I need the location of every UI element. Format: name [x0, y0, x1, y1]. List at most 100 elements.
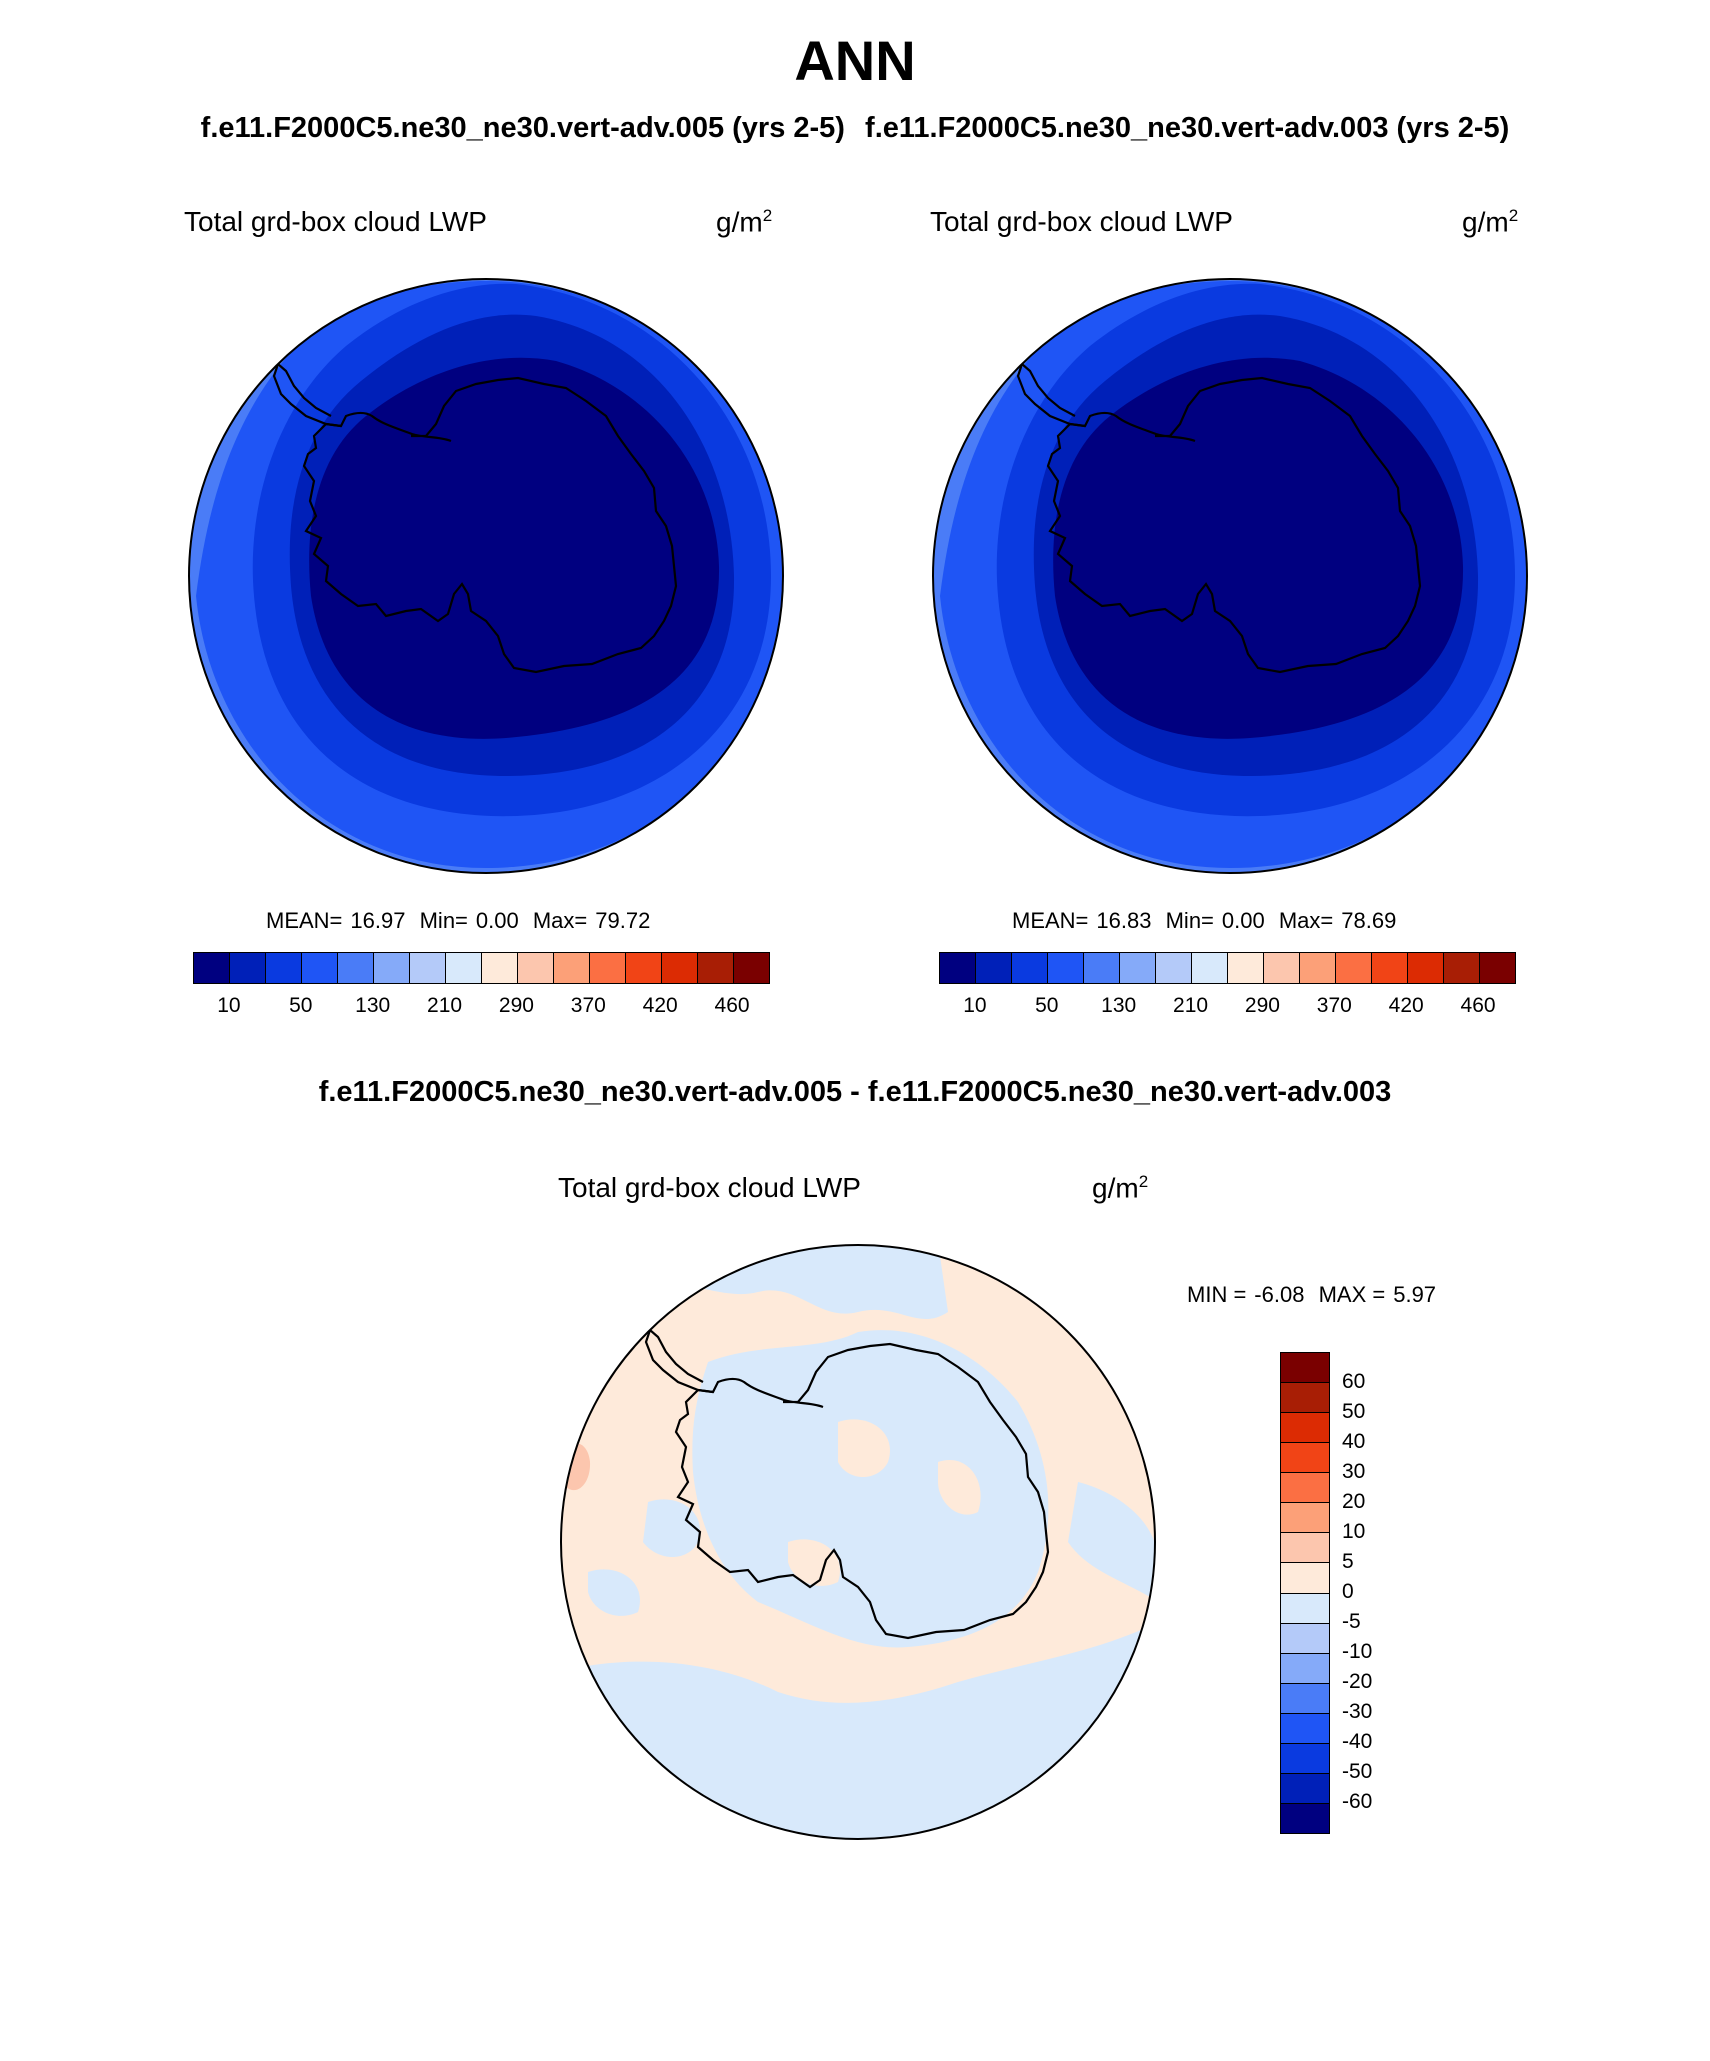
diff-peninsula	[644, 1328, 714, 1394]
colorbar-tick-label: 0	[1342, 1580, 1354, 1603]
colorbar-swatch	[1228, 953, 1264, 983]
colorbar-swatch	[1281, 1623, 1329, 1654]
right-ice-core	[1053, 357, 1464, 739]
colorbar-swatch	[1300, 953, 1336, 983]
colorbar-tick-label: 10	[963, 994, 987, 1017]
colorbar-swatch	[976, 953, 1012, 983]
colorbar-tick-label: 20	[1342, 1490, 1366, 1513]
diff-positive-patch-2	[938, 1460, 981, 1515]
colorbar-tick-label: 290	[1244, 994, 1280, 1017]
colorbar-swatch	[1120, 953, 1156, 983]
left-ice-core	[309, 357, 720, 739]
colorbar-tick-label: -60	[1342, 1790, 1373, 1813]
colorbar-swatch	[940, 953, 976, 983]
colorbar-tick-label: 50	[1035, 994, 1059, 1017]
colorbar-tick-label: 420	[1388, 994, 1424, 1017]
colorbar-tick-label: 370	[570, 994, 606, 1017]
colorbar-swatch	[482, 953, 518, 983]
colorbar-tick-label: 60	[1342, 1370, 1366, 1393]
colorbar-tick-label: -20	[1342, 1670, 1373, 1693]
left-colorbar	[193, 952, 770, 984]
colorbar-swatch	[1281, 1503, 1329, 1534]
diff-colorbar-ticks: 60 50 40 30 20 10 5 0 -5 -10 -20 -30 -40 -50 -60	[1342, 1352, 1402, 1832]
left-map-border	[188, 278, 784, 874]
diff-negative-region-east	[1068, 1482, 1155, 1602]
colorbar-tick-label: 210	[1173, 994, 1209, 1017]
colorbar-swatch	[698, 953, 734, 983]
colorbar-swatch	[194, 953, 230, 983]
colorbar-tick-label: 130	[1101, 994, 1137, 1017]
colorbar-swatch	[1281, 1413, 1329, 1444]
colorbar-tick-label: 460	[1460, 994, 1496, 1017]
right-colorbar-ticks: 10 50 130 210 290 370 420 460	[939, 994, 1514, 1022]
right-polar-map	[932, 278, 1528, 874]
colorbar-tick-label: -30	[1342, 1700, 1373, 1723]
diff-title: f.e11.F2000C5.ne30_ne30.vert-adv.005 - f…	[318, 1076, 1392, 1108]
colorbar-swatch	[1192, 953, 1228, 983]
colorbar-swatch	[1336, 953, 1372, 983]
colorbar-swatch	[1480, 953, 1515, 983]
colorbar-tick-label: 30	[1342, 1460, 1366, 1483]
colorbar-swatch	[1281, 1743, 1329, 1774]
diff-negative-region-south	[561, 1622, 1155, 1839]
colorbar-swatch	[338, 953, 374, 983]
colorbar-swatch	[1281, 1593, 1329, 1624]
diff-positive-patch-3	[788, 1539, 840, 1586]
colorbar-swatch	[446, 953, 482, 983]
left-stats: MEAN= 16.97 Min= 0.00 Max= 79.72	[266, 908, 651, 933]
colorbar-swatch	[1281, 1773, 1329, 1804]
colorbar-swatch	[1281, 1563, 1329, 1594]
colorbar-swatch	[1264, 953, 1300, 983]
right-stats: MEAN= 16.83 Min= 0.00 Max= 78.69	[1012, 908, 1397, 933]
colorbar-tick-label: -10	[1342, 1640, 1373, 1663]
right-colorbar	[939, 952, 1516, 984]
diff-polar-map	[560, 1244, 1156, 1840]
colorbar-tick-label: 5	[1342, 1550, 1354, 1573]
colorbar-swatch	[590, 953, 626, 983]
colorbar-swatch	[1281, 1653, 1329, 1684]
colorbar-swatch	[626, 953, 662, 983]
left-polar-map	[188, 278, 784, 874]
diff-colorbar	[1280, 1352, 1330, 1834]
left-variable-label: Total grd-box cloud LWP	[184, 206, 487, 237]
diff-variable-label: Total grd-box cloud LWP	[558, 1172, 861, 1203]
colorbar-swatch	[266, 953, 302, 983]
colorbar-tick-label: 210	[427, 994, 463, 1017]
diff-positive-patch	[838, 1419, 890, 1477]
diff-negative-region-continent	[692, 1330, 1049, 1648]
colorbar-swatch	[1372, 953, 1408, 983]
colorbar-tick-label: 290	[498, 994, 534, 1017]
right-antarctica-coast	[1046, 376, 1422, 674]
left-unit-label: g/m2	[716, 206, 773, 238]
right-unit-label: g/m2	[1462, 206, 1519, 238]
colorbar-tick-label: -40	[1342, 1730, 1373, 1753]
colorbar-swatch	[1281, 1533, 1329, 1564]
colorbar-tick-label: -5	[1342, 1610, 1361, 1633]
left-peninsula	[272, 362, 342, 428]
colorbar-swatch	[302, 953, 338, 983]
colorbar-tick-label: 370	[1316, 994, 1352, 1017]
colorbar-swatch	[1281, 1713, 1329, 1744]
colorbar-swatch	[1281, 1683, 1329, 1714]
case-titles: f.e11.F2000C5.ne30_ne30.vert-adv.005 (yr…	[0, 112, 1710, 145]
colorbar-tick-label: 10	[1342, 1520, 1366, 1543]
case-b-title: f.e11.F2000C5.ne30_ne30.vert-adv.003 (yr…	[865, 112, 1510, 144]
diff-map-border	[560, 1244, 1156, 1840]
colorbar-swatch	[1281, 1473, 1329, 1504]
colorbar-swatch	[1408, 953, 1444, 983]
diff-negative-region-west	[643, 1499, 700, 1557]
left-max-value: 79.72	[595, 908, 651, 933]
diff-max-value: 5.97	[1393, 1282, 1437, 1307]
colorbar-swatch	[374, 953, 410, 983]
colorbar-tick-label: 50	[1342, 1400, 1366, 1423]
colorbar-tick-label: 460	[714, 994, 750, 1017]
left-antarctica-coast	[302, 376, 678, 674]
diff-negative-region-sw	[588, 1569, 640, 1616]
colorbar-swatch	[1012, 953, 1048, 983]
left-colorbar-ticks: 10 50 130 210 290 370 420 460	[193, 994, 768, 1022]
colorbar-tick-label: 420	[642, 994, 678, 1017]
colorbar-swatch	[1444, 953, 1480, 983]
colorbar-swatch	[1281, 1353, 1329, 1384]
case-a-title: f.e11.F2000C5.ne30_ne30.vert-adv.005 (yr…	[200, 112, 845, 144]
right-max-value: 78.69	[1341, 908, 1397, 933]
